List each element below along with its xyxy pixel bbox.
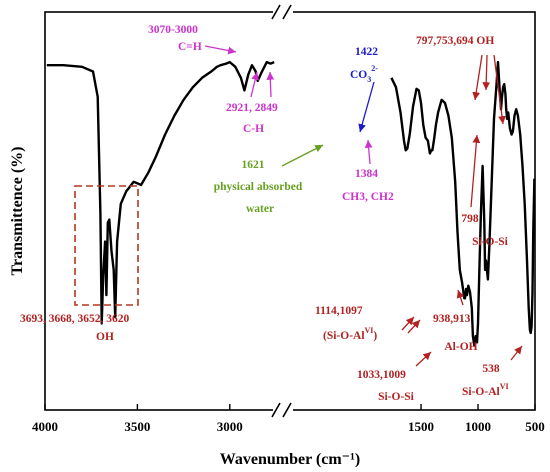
svg-text:1621: 1621 (242, 159, 265, 171)
arrow-oh-797 (472, 54, 483, 101)
x-tick-label-3500: 3500 (124, 419, 150, 434)
svg-text:1033,1009: 1033,1009 (357, 369, 406, 381)
svg-text:water: water (246, 203, 274, 215)
annotation-sio-798-line2: Si-O-Si (472, 236, 509, 248)
x-tick-label-500: 500 (525, 419, 545, 434)
annotation-water-line3: water (246, 203, 274, 215)
annotation-sio-1033: 1033,1009 Si-O-Si (357, 351, 432, 403)
arrow-sioal-1114 (401, 316, 415, 331)
annotation-oh-3700: 3693, 3668, 3652, 3620 OH (20, 313, 130, 343)
series-layer (46, 60, 536, 347)
arrow-ch-2921 (250, 71, 259, 98)
arrow-sioal-538 (510, 345, 523, 361)
x-tick-label-1000: 1000 (465, 419, 491, 434)
annotation-co3-sub: 3 (367, 75, 371, 84)
x-tick-label-1500: 1500 (408, 419, 434, 434)
svg-text:1384: 1384 (355, 168, 378, 180)
spectrum-line-segment-2 (390, 60, 536, 347)
x-axis-title: Wavenumber (cm⁻¹) (220, 451, 360, 468)
arrow-ch-2849 (266, 71, 275, 98)
arrow-oh-753 (482, 54, 491, 91)
annotation-co3-sup: 2- (371, 64, 378, 73)
annotation-sio-1033-line2: Si-O-Si (378, 391, 415, 403)
annotation-ch-2900-line1: 2921, 2849 (226, 102, 278, 114)
svg-text:C-H: C-H (243, 123, 264, 135)
annotation-sioal-1114: 1114,1097 (Si-O-AlVI) (315, 305, 421, 342)
x-tick-label-3000: 3000 (217, 419, 243, 434)
annotation-sioal-1114-line1: 1114,1097 (315, 305, 363, 317)
arrow-sio-798 (470, 134, 481, 208)
svg-text:(Si-O-AlVI): (Si-O-AlVI) (323, 326, 377, 342)
svg-text:1114,1097: 1114,1097 (315, 305, 363, 317)
arrow-sioal-1097 (407, 319, 421, 334)
annotation-sioal-538-line1: 538 (482, 363, 500, 375)
annotation-sioal-1114-tail: ) (373, 330, 377, 342)
annotation-sioal-538-sup: VI (500, 382, 509, 391)
oh-region-box (74, 185, 139, 306)
arrow-co3 (358, 81, 375, 133)
x-tick-label-4000: 4000 (32, 419, 58, 434)
annotation-co3-formula: CO (350, 69, 367, 81)
annotation-sio-798-line1: 798 (461, 213, 479, 225)
annotation-ch3-line2: CH3, CH2 (342, 191, 394, 203)
svg-text:Si-O-Si: Si-O-Si (472, 236, 509, 248)
annotation-sioal-538-formula: Si-O-Al (462, 386, 500, 398)
annotation-oh-797: 797,753,694 OH (416, 35, 506, 125)
annotation-ch3-line1: 1384 (355, 168, 378, 180)
svg-text:538: 538 (482, 363, 500, 375)
annotation-water-line1: 1621 (242, 159, 265, 171)
arrow-sio-1033 (415, 351, 432, 367)
svg-text:Al-OH: Al-OH (444, 341, 477, 353)
annotation-sioal-1114-sup: VI (365, 326, 374, 335)
arrow-aloh-938 (456, 289, 465, 306)
annotation-oh-797-line1: 797,753,694 OH (416, 35, 494, 47)
svg-text:798: 798 (461, 213, 479, 225)
axis-break-marks (271, 4, 293, 418)
annotation-aloh-938-line2: Al-OH (444, 341, 477, 353)
svg-text:CH3, CH2: CH3, CH2 (342, 191, 394, 203)
arrow-ch-stretch (204, 45, 237, 55)
annotation-ch3: 1384 CH3, CH2 (342, 139, 394, 203)
svg-text:Si-O-Si: Si-O-Si (378, 391, 415, 403)
annotation-sio-1033-line1: 1033,1009 (357, 369, 406, 381)
annotation-ch-2900-line2: C-H (243, 123, 264, 135)
annotation-sioal-1114-formula: (Si-O-Al (323, 330, 365, 342)
arrow-ch3 (364, 139, 373, 165)
annotation-water-line2: physical absorbed (214, 181, 303, 193)
annotation-sioal-538: 538 Si-O-AlVI (462, 345, 523, 398)
svg-text:C=H: C=H (178, 41, 202, 53)
annotation-sio-798: 798 Si-O-Si (461, 134, 509, 248)
annotation-aloh-938: 938,913 Al-OH (433, 289, 478, 353)
annotation-aloh-938-line1: 938,913 (433, 313, 471, 325)
y-axis-title: Transmittence (%) (9, 147, 26, 276)
annotation-oh-3700-line1: 3693, 3668, 3652, 3620 (20, 313, 130, 325)
svg-text:3070-3000: 3070-3000 (148, 24, 198, 36)
annotation-ch-stretch: 3070-3000 C=H (148, 24, 237, 55)
annotation-ch-stretch-line1: 3070-3000 (148, 24, 198, 36)
annotation-ch-2900: 2921, 2849 C-H (226, 71, 278, 135)
svg-text:OH: OH (96, 331, 114, 343)
svg-text:Si-O-AlVI: Si-O-AlVI (462, 382, 509, 398)
x-ticks: 4000 3500 3000 1500 1000 500 (32, 404, 545, 434)
annotation-ch-stretch-line2: C=H (178, 41, 202, 53)
svg-text:938,913: 938,913 (433, 313, 471, 325)
svg-text:3693, 3668, 3652, 3620: 3693, 3668, 3652, 3620 (20, 313, 130, 325)
svg-text:1422: 1422 (355, 46, 378, 58)
annotation-oh-3700-line2: OH (96, 331, 114, 343)
svg-text:physical absorbed: physical absorbed (214, 181, 303, 193)
annotation-water: 1621 physical absorbed water (214, 144, 324, 215)
svg-text:CO32-: CO32- (350, 64, 378, 84)
svg-text:797,753,694 OH: 797,753,694 OH (416, 35, 494, 47)
arrow-oh-694 (493, 54, 506, 125)
spectrum-line-segment-1 (46, 60, 275, 325)
annotation-co3-number: 1422 (355, 46, 378, 58)
svg-text:2921, 2849: 2921, 2849 (226, 102, 278, 114)
arrow-water (281, 144, 324, 167)
annotation-co3: 1422 CO32- (350, 46, 378, 133)
